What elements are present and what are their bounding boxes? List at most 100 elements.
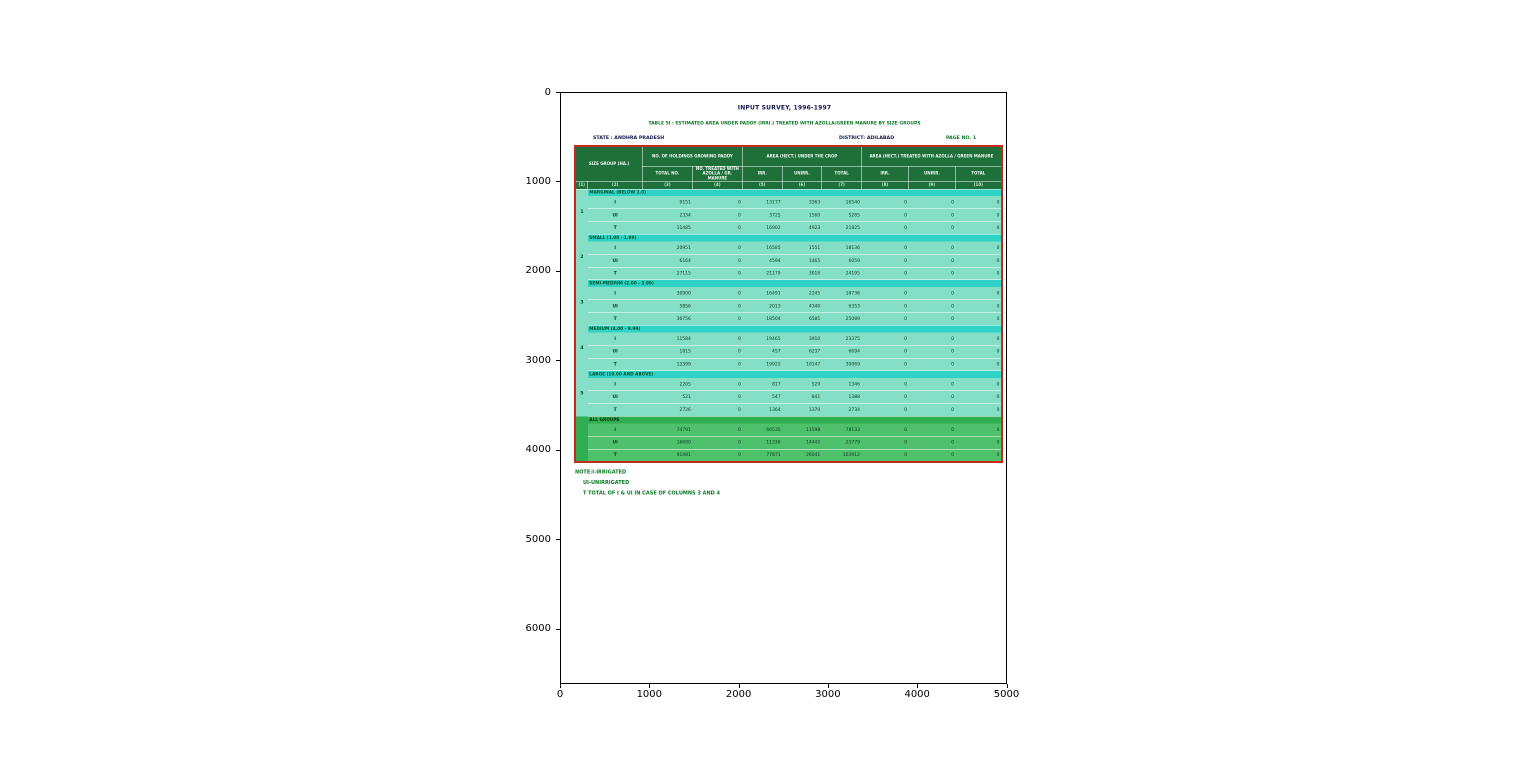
column-number: (5) [742, 180, 783, 190]
value-cell: 0 [908, 287, 956, 301]
value-cell: 547 [742, 390, 783, 404]
value-cell: 0 [861, 208, 909, 222]
value-cell: 0 [908, 378, 956, 392]
value-cell: 0 [692, 241, 743, 255]
value-cell: 0 [955, 403, 1002, 417]
size-group-label-row: 5 LARGE (10.00 AND ABOVE) [575, 370, 1002, 417]
row-type-cell: UI [587, 208, 643, 222]
value-cell: 16690 [642, 436, 693, 450]
value-cell: 0 [692, 378, 743, 392]
value-cell: 3725 [742, 208, 783, 222]
size-group-label: SMALL (1.00 - 1.99) [587, 234, 1002, 242]
value-cell: 0 [908, 254, 956, 268]
size-group-label-row: 2 SMALL (1.00 - 1.99) [575, 234, 1002, 280]
row-type-cell: UI [587, 254, 643, 268]
y-tick-label: 6000 [525, 623, 551, 635]
value-cell: 0 [955, 241, 1002, 255]
value-cell: 0 [861, 332, 909, 346]
value-cell: 0 [861, 403, 909, 417]
row-type-cell: I [587, 196, 643, 210]
value-cell: 74791 [642, 423, 693, 437]
size-group-label: MEDIUM (4.00 - 9.99) [587, 325, 1002, 333]
value-cell: 3910 [782, 332, 822, 346]
header-row-groups: SIZE GROUP (HA.) NO. OF HOLDINGS GROWING … [574, 145, 1003, 182]
y-tick-label: 3000 [525, 354, 551, 366]
column-number: (9) [908, 180, 956, 190]
value-cell: 0 [908, 241, 956, 255]
value-cell: 841 [782, 390, 822, 404]
x-tick-label: 3000 [815, 689, 841, 700]
header-sub-cell: NO. TREATED WITH AZOLLA / GR. MANURE [692, 165, 743, 182]
value-cell: 0 [692, 267, 743, 281]
value-cell: 0 [861, 254, 909, 268]
header-area-treated: AREA (HECT.) TREATED WITH AZOLLA / GREEN… [861, 145, 1003, 167]
value-cell: 0 [955, 267, 1002, 281]
value-cell: 5285 [821, 208, 862, 222]
value-cell: 16585 [742, 241, 783, 255]
value-cell: 18504 [742, 312, 783, 326]
x-tick-mark [827, 684, 829, 688]
size-group-label: ALL GROUPS [587, 416, 1002, 424]
column-number: (8) [861, 180, 909, 190]
x-tick-mark [738, 684, 740, 688]
value-cell: 0 [955, 208, 1002, 222]
value-cell: 0 [955, 287, 1002, 301]
y-tick-label: 0 [544, 86, 551, 98]
note-line: T TOTAL OF I & UI IN CASE OF COLUMNS 3 A… [583, 490, 721, 497]
value-cell: 0 [692, 208, 743, 222]
document-subtitle: TABLE 5I : ESTIMATED AREA UNDER PADDY (I… [648, 121, 921, 126]
column-number: (10) [955, 180, 1003, 190]
y-tick-mark [556, 628, 560, 630]
value-cell: 24195 [821, 267, 862, 281]
table-row: I 30900 0 16491 2245 18736 0 0 0 [575, 287, 1002, 301]
value-cell: 0 [908, 423, 956, 437]
value-cell: 0 [692, 299, 743, 313]
header-size-group: SIZE GROUP (HA.) [574, 145, 643, 182]
value-cell: 0 [692, 196, 743, 210]
header-sub-cell: UNIRR. [908, 165, 956, 182]
value-cell: 0 [908, 390, 956, 404]
table-row: T 27115 0 21179 3016 24195 0 0 0 [575, 267, 1002, 281]
value-cell: 6237 [782, 345, 822, 359]
value-cell: 0 [955, 254, 1002, 268]
table-body: 1 MARGINAL (BELOW 1.0) I 9151 0 13177 3363 1654… [575, 188, 1002, 463]
plot-area: INPUT SURVEY, 1996-1997 TABLE 5I : ESTIM… [560, 92, 1007, 684]
value-cell: 36756 [642, 312, 693, 326]
value-cell: 21179 [742, 267, 783, 281]
size-group-label: MARGINAL (BELOW 1.0) [587, 188, 1002, 197]
value-cell: 0 [861, 436, 909, 450]
column-number: (7) [821, 180, 862, 190]
value-cell: 0 [692, 345, 743, 359]
value-cell: 1560 [782, 208, 822, 222]
value-cell: 6694 [821, 345, 862, 359]
row-type-cell: T [587, 403, 643, 417]
value-cell: 11485 [642, 221, 693, 235]
sl-no-cell: 3 [575, 279, 588, 326]
value-cell: 18136 [821, 241, 862, 255]
row-type-cell: I [587, 332, 643, 346]
table-row: UI 5856 0 2013 4340 6353 0 0 0 [575, 299, 1002, 313]
value-cell: 2205 [642, 378, 693, 392]
table-row: UI 2334 0 3725 1560 5285 0 0 0 [575, 208, 1002, 222]
header-area-crop: AREA (HECT.) UNDER THE CROP [742, 145, 862, 167]
value-cell: 0 [861, 358, 909, 372]
value-cell: 0 [861, 449, 909, 463]
value-cell: 14443 [782, 436, 822, 450]
value-cell: 1551 [782, 241, 822, 255]
x-tick-mark [649, 684, 651, 688]
sl-no-cell [575, 416, 588, 462]
value-cell: 20951 [642, 241, 693, 255]
value-cell: 6353 [821, 299, 862, 313]
value-cell: 0 [692, 254, 743, 268]
value-cell: 0 [692, 332, 743, 346]
table-row: I 2205 0 817 529 1346 0 0 0 [575, 378, 1002, 392]
y-tick-label: 4000 [525, 444, 551, 456]
value-cell: 11336 [742, 436, 783, 450]
value-cell: 0 [861, 423, 909, 437]
table-row: I 20951 0 16585 1551 18136 0 0 0 [575, 241, 1002, 255]
x-tick-mark [1006, 684, 1008, 688]
row-type-cell: I [587, 287, 643, 301]
x-tick-label: 4000 [904, 689, 930, 700]
value-cell: 0 [955, 221, 1002, 235]
